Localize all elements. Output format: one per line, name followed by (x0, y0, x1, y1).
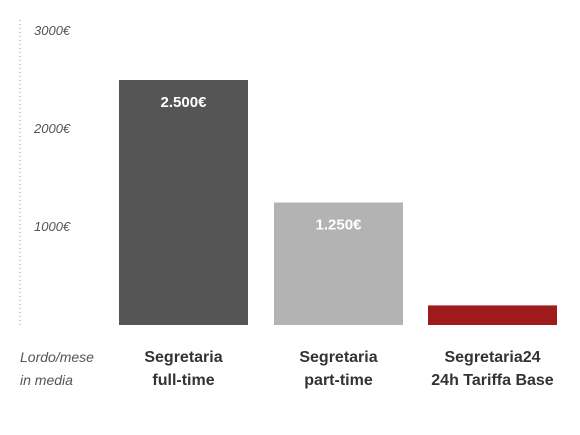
category-label: Segretaria full-time (144, 349, 222, 389)
bars (119, 80, 557, 325)
bar (428, 305, 557, 325)
category-label: Segretaria24 24h Tariffa Base (431, 349, 554, 389)
bar (274, 202, 403, 325)
category-label: Segretaria part-time (299, 349, 377, 389)
category-labels: Segretaria full-time Segretaria part-time Se… (144, 349, 553, 389)
data-labels: 2.500€ 1.250€ (161, 94, 363, 234)
y-axis-note: Lordo/mese in media (20, 349, 94, 388)
y-tick-label: 3000€ (34, 23, 71, 38)
data-label: 2.500€ (161, 94, 208, 111)
data-label: 1.250€ (316, 217, 363, 234)
y-tick-label: 2000€ (33, 121, 71, 136)
bar (119, 80, 248, 325)
y-tick-labels: 1000€ 2000€ 3000€ (33, 23, 71, 234)
y-tick-label: 1000€ (34, 219, 71, 234)
